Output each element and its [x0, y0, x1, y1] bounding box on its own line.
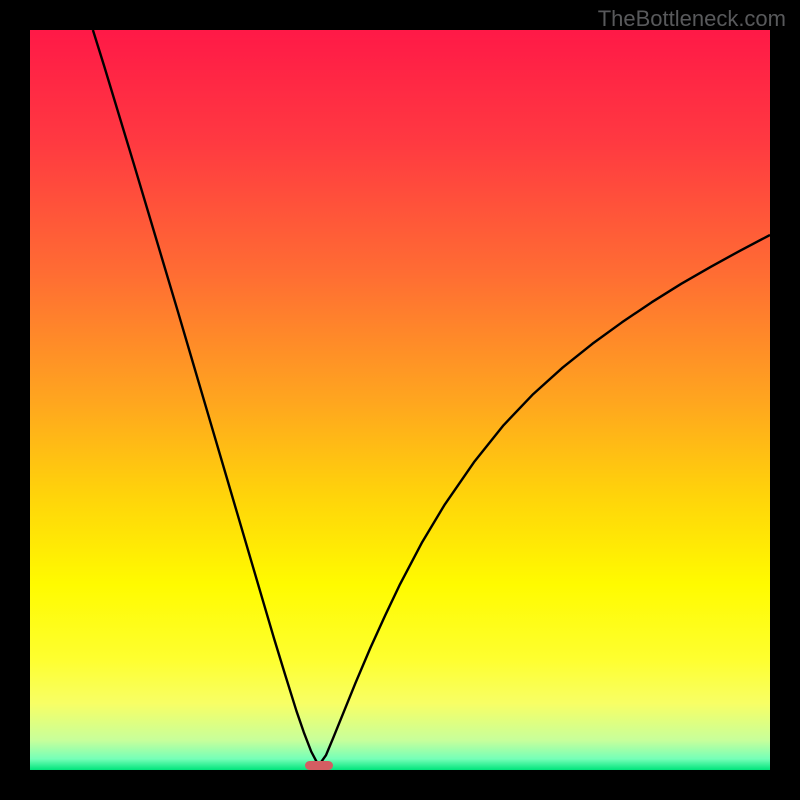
optimal-point-marker [305, 761, 333, 769]
watermark-text: TheBottleneck.com [598, 6, 786, 32]
chart-frame: TheBottleneck.com [0, 0, 800, 800]
bottleneck-curve [30, 30, 770, 770]
